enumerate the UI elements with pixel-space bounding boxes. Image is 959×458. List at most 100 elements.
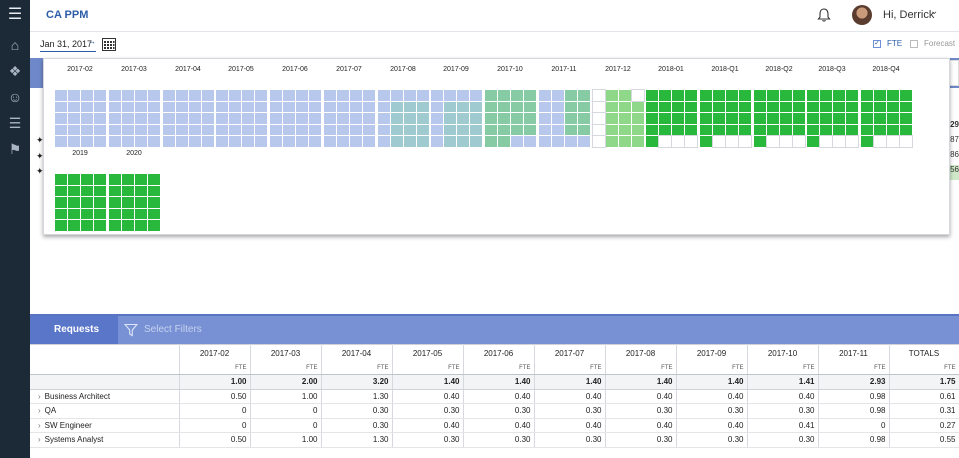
table-row[interactable]: › SW Engineer 0 0 0.30 0.40 0.40 0.40 0.40 0.40 0.… [30, 418, 959, 433]
value-cell: 0.31 [889, 403, 959, 419]
home-icon[interactable]: ⌂ [10, 37, 20, 53]
calendar-grid-icon[interactable] [102, 37, 116, 51]
heatmap-cell [552, 101, 564, 113]
portfolio-icon[interactable]: ❖ [8, 63, 22, 79]
list-icon[interactable]: ☰ [8, 115, 22, 131]
heatmap-cell [485, 124, 497, 136]
heatmap-cell [726, 101, 738, 113]
heatmap-cell [337, 124, 349, 136]
heatmap-cell [283, 113, 295, 124]
heatmap-cell [539, 113, 551, 124]
requests-tab[interactable]: Requests [30, 316, 118, 344]
user-avatar[interactable] [852, 5, 872, 25]
heatmap-period[interactable]: 2019 [54, 150, 106, 231]
heatmap-cell [833, 90, 845, 101]
heatmap-cell [739, 101, 751, 113]
heatmap-cell [700, 124, 712, 136]
heatmap-cell [873, 135, 887, 148]
unit-cell: FTE [889, 361, 959, 375]
value-cell: 0 [179, 418, 251, 433]
heatmap-cell [672, 124, 684, 136]
heatmap-period-label: 2017-07 [336, 66, 362, 73]
row-label-cell[interactable]: › SW Engineer [30, 418, 180, 433]
heatmap-cell [391, 101, 403, 113]
resources-icon[interactable]: ☺ [7, 89, 23, 105]
hamburger-menu-icon[interactable]: ☰ [7, 6, 23, 23]
heatmap-cell [68, 90, 80, 101]
row-label-cell[interactable]: › Business Architect [30, 389, 180, 404]
heatmap-cell [846, 101, 858, 113]
fte-checkbox[interactable]: ✓ [873, 40, 881, 48]
filter-icon[interactable] [124, 323, 138, 337]
user-greeting[interactable]: Hi, Derrick [883, 9, 935, 21]
heatmap-cell [738, 135, 752, 148]
heatmap-cell [444, 113, 456, 124]
heatmap-cell [148, 101, 160, 113]
heatmap-period[interactable]: 2018-Q4 [860, 66, 913, 148]
row-label-cell[interactable]: › Systems Analyst [30, 432, 180, 448]
chevron-down-icon[interactable]: ⌄ [930, 6, 939, 17]
heatmap-cell [122, 90, 134, 101]
heatmap-cell [81, 101, 93, 113]
filter-input[interactable]: Select Filters [144, 324, 202, 335]
heatmap-period[interactable]: 2018-Q2 [753, 66, 806, 148]
chevron-right-icon[interactable]: › [38, 406, 41, 416]
heatmap-period[interactable]: 2017-02 [54, 66, 106, 147]
heatmap-period[interactable]: 2017-08 [377, 66, 429, 147]
heatmap-cell [255, 113, 267, 124]
heatmap-period-label: 2017-11 [551, 66, 577, 73]
table-row[interactable]: › Systems Analyst 0.50 1.00 1.30 0.30 0.30 0.30… [30, 432, 959, 448]
chevron-right-icon[interactable]: › [38, 391, 41, 401]
heatmap-period[interactable]: 2020 [108, 150, 160, 231]
heatmap-period[interactable]: 2017-07 [323, 66, 375, 147]
value-cell: 1.00 [250, 432, 322, 448]
heatmap-period[interactable]: 2017-12 [592, 66, 645, 148]
heatmap-cell [578, 101, 590, 113]
heatmap-cell [417, 136, 429, 147]
heatmap-period[interactable]: 2017-04 [162, 66, 214, 147]
heatmap-period[interactable]: 2017-09 [430, 66, 482, 147]
heatmap-cell [832, 135, 846, 148]
app-title[interactable]: CA PPM [46, 9, 89, 21]
heatmap-cell [900, 113, 912, 124]
heatmap-period[interactable]: 2017-06 [269, 66, 321, 147]
heatmap-cell [363, 136, 375, 147]
heatmap-cell [81, 208, 93, 220]
heatmap-cell [94, 174, 106, 185]
heatmap-period[interactable]: 2018-Q1 [699, 66, 752, 148]
heatmap-cell [135, 101, 147, 113]
forecast-checkbox[interactable] [910, 40, 918, 48]
chevron-right-icon[interactable]: › [38, 420, 41, 430]
row-label-cell[interactable]: › QA [30, 403, 180, 419]
heatmap-cell [309, 136, 321, 147]
heatmap-cell [470, 101, 482, 113]
heatmap-cell [700, 101, 712, 113]
value-cell: 0.30 [534, 432, 606, 448]
table-row[interactable]: › QA 0 0 0.30 0.30 0.30 0.30 0.30 0.30 0.30 0.98 0.3… [30, 403, 959, 419]
heatmap-period-label: 2018-Q3 [818, 66, 846, 73]
top-bar: CA PPM Hi, Derrick ⌄ [30, 0, 959, 32]
pin-icon: ✦ [36, 135, 44, 145]
heatmap-cell [793, 90, 805, 101]
date-input[interactable] [40, 37, 96, 52]
institution-icon[interactable]: ⚑ [8, 141, 22, 157]
forecast-label: Forecast [924, 39, 956, 48]
heatmap-cell [255, 101, 267, 113]
heatmap-cell [189, 90, 201, 101]
heatmap-cell [552, 90, 564, 101]
notification-bell-icon[interactable] [816, 7, 832, 23]
pin-icon: ✦ [36, 166, 44, 176]
table-row[interactable]: › Business Architect 0.50 1.00 1.30 0.40 0.40 0… [30, 389, 959, 404]
heatmap-cell [511, 90, 523, 101]
heatmap-cell [700, 113, 712, 124]
heatmap-cell [807, 136, 819, 147]
heatmap-period[interactable]: 2017-05 [215, 66, 267, 147]
heatmap-cell [242, 101, 254, 113]
heatmap-period[interactable]: 2018-01 [645, 66, 698, 148]
heatmap-period[interactable]: 2017-10 [484, 66, 536, 147]
heatmap-cell [68, 197, 80, 208]
heatmap-period[interactable]: 2017-11 [538, 66, 590, 147]
chevron-right-icon[interactable]: › [38, 435, 41, 445]
heatmap-period[interactable]: 2017-03 [108, 66, 160, 147]
heatmap-period[interactable]: 2018-Q3 [806, 66, 859, 148]
